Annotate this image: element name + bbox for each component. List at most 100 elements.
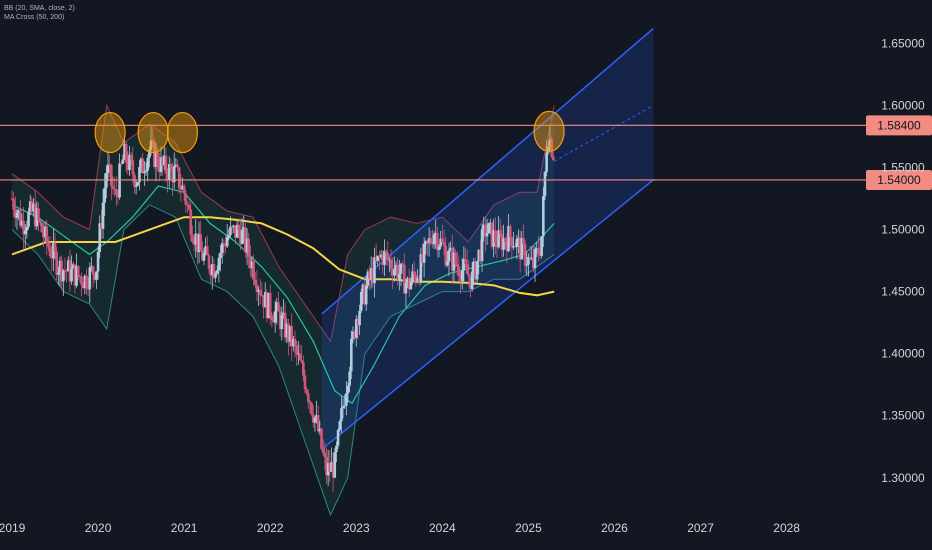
highlight-circles[interactable] [94, 110, 565, 154]
candle-down [113, 188, 116, 190]
candle-down [252, 261, 255, 280]
regression-channel[interactable] [321, 27, 654, 450]
candle-down [254, 279, 257, 285]
candle-down [177, 167, 181, 189]
candle-up [472, 261, 476, 272]
time-axis[interactable]: 2019 2020 2021 2022 2023 2024 2025 2026 2027 2028 [0, 521, 800, 535]
candle-up [434, 233, 438, 235]
candle-up [341, 406, 345, 409]
candle-up [326, 463, 330, 476]
candle-down [265, 292, 269, 319]
candle-up [32, 203, 35, 212]
candle-up [139, 158, 143, 167]
candle-up [52, 242, 55, 259]
candle-down [378, 255, 381, 258]
candle-up [447, 250, 451, 262]
candle-up [439, 238, 442, 247]
candle-up [346, 385, 350, 394]
candle-up [507, 225, 510, 252]
candle-down [78, 276, 82, 278]
candle-down [503, 238, 507, 243]
candle-up [204, 246, 207, 254]
candle-up [462, 259, 466, 270]
candle-down [262, 295, 265, 308]
highlight-circle-2 [166, 111, 199, 154]
candle-down [417, 278, 421, 283]
candle-down [300, 360, 303, 363]
candle-up [263, 292, 267, 308]
candle-down [86, 288, 90, 290]
x-tick-label: 2022 [257, 521, 284, 535]
candle-up [542, 196, 545, 237]
candle-down [331, 462, 335, 478]
candle-up [35, 208, 39, 227]
candle-up [235, 224, 239, 238]
candle-down [110, 164, 113, 186]
candle-down [206, 246, 209, 256]
candle-up [543, 172, 547, 197]
candle-down [207, 255, 211, 269]
candle-up [485, 233, 489, 237]
candle-up [138, 166, 141, 183]
bb-indicator-label[interactable]: BB (20, SMA, close, 2) [4, 5, 75, 12]
candle-down [298, 353, 302, 361]
ma-cross-indicator-label[interactable]: MA Cross (50, 200) [4, 14, 65, 21]
candle-up [250, 261, 254, 269]
candle-down [182, 185, 186, 194]
candle-up [359, 291, 363, 311]
price-axis[interactable]: 1.65000 1.60000 1.55000 1.50000 1.45000 1.400… [881, 36, 925, 484]
candle-down [396, 264, 399, 280]
candle-down [455, 264, 459, 267]
candle-down [76, 266, 80, 277]
highlight-circle-1 [137, 111, 169, 154]
candle-up [275, 302, 279, 312]
y-tick-label: 1.60000 [881, 98, 925, 112]
candle-up [437, 246, 441, 251]
candle-down [40, 222, 44, 233]
bb-upper-line [11, 103, 555, 343]
candle-up [242, 227, 246, 230]
candle-up [101, 202, 105, 229]
candle-down [176, 164, 179, 168]
candle-up [71, 264, 75, 269]
candle-up [393, 268, 396, 276]
candle-down [237, 224, 241, 231]
candle-down [133, 174, 136, 187]
candle-down [234, 225, 237, 238]
candle-down [426, 241, 429, 243]
candle-down [164, 155, 168, 174]
candle-up [527, 257, 530, 265]
candle-down [65, 270, 68, 272]
candle-up [219, 252, 222, 259]
candle-down [500, 234, 504, 250]
candle-down [158, 166, 161, 173]
candle-down [209, 268, 212, 276]
ma200-line [11, 216, 555, 297]
candle-down [490, 222, 494, 247]
candle-down [551, 156, 555, 161]
candle-up [146, 157, 150, 171]
candle-down [141, 158, 145, 174]
candle-up [143, 171, 146, 174]
candle-down [270, 315, 274, 321]
candle-up [217, 258, 221, 271]
candle-up [83, 275, 87, 289]
candle-down [290, 325, 294, 347]
candle-up [525, 264, 529, 266]
candle-down [467, 273, 471, 277]
candle-up [383, 250, 386, 265]
candle-up [351, 331, 355, 339]
candle-down [356, 319, 360, 326]
candle-down [124, 143, 128, 163]
x-tick-label: 2021 [171, 521, 198, 535]
candle-down [244, 227, 247, 253]
candle-down [47, 242, 50, 248]
candle-down [550, 138, 553, 157]
x-tick-label: 2027 [687, 521, 714, 535]
candle-up [340, 408, 343, 422]
candle-up [345, 393, 348, 406]
horizontal-levels[interactable]: 1.58400 1.54000 [0, 115, 932, 190]
candle-down [171, 168, 174, 183]
candle-down [389, 259, 393, 269]
